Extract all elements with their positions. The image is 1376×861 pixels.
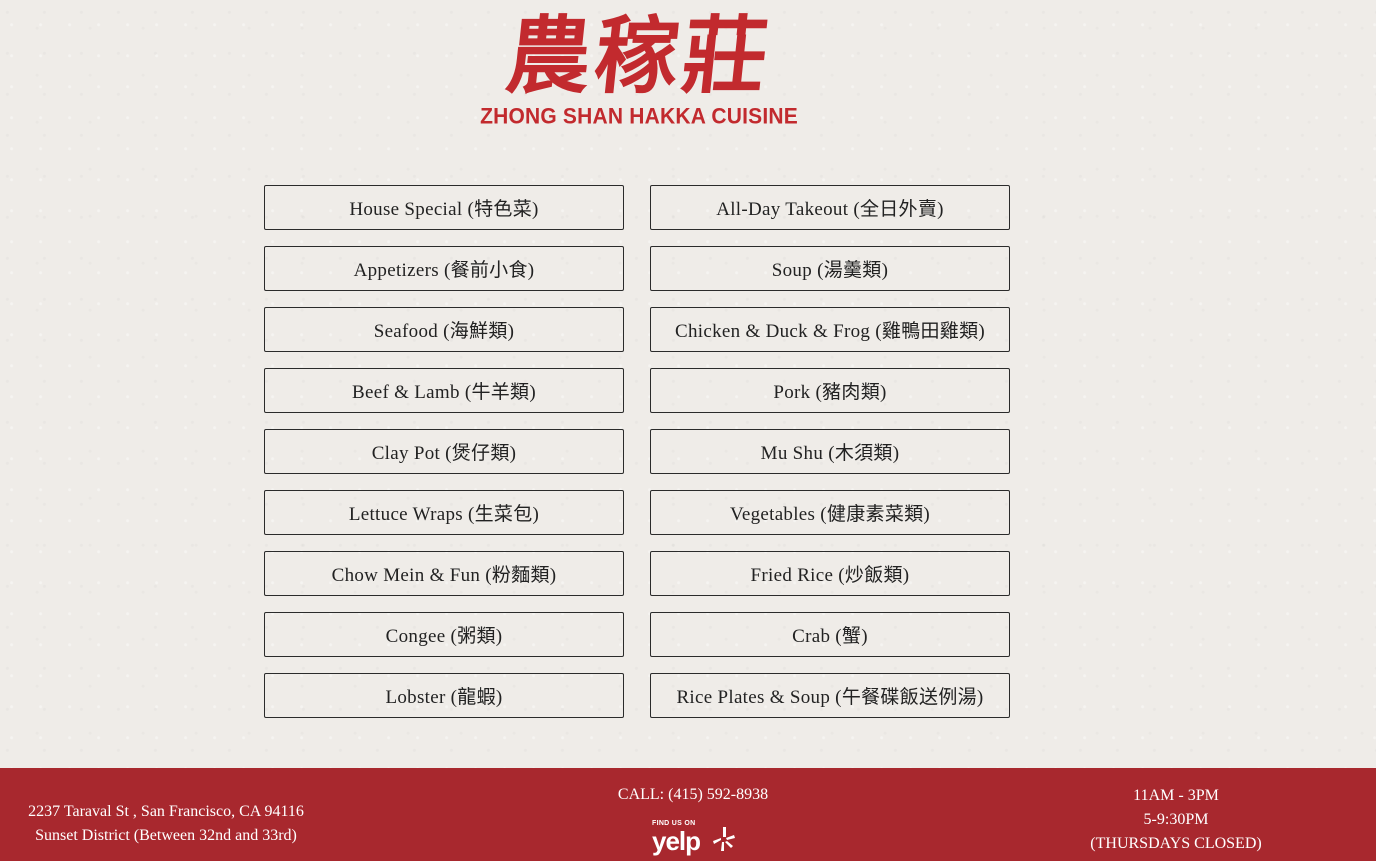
menu-beef-lamb-button[interactable]: Beef & Lamb (牛羊類) bbox=[264, 368, 624, 413]
hours-dinner: 5-9:30PM bbox=[1143, 811, 1209, 828]
menu-house-special-button[interactable]: House Special (特色菜) bbox=[264, 185, 624, 230]
site-footer: 2237 Taraval St , San Francisco, CA 9411… bbox=[0, 768, 1376, 861]
menu-category-grid: House Special (特色菜) All-Day Takeout (全日外… bbox=[264, 185, 1010, 718]
logo-english-name: ZHONG SHAN HAKKA CUISINE bbox=[480, 104, 798, 129]
footer-hours: 11AM - 3PM 5-9:30PM (THURSDAYS CLOSED) bbox=[1076, 784, 1276, 856]
menu-seafood-button[interactable]: Seafood (海鮮類) bbox=[264, 307, 624, 352]
hours-closed-note: (THURSDAYS CLOSED) bbox=[1090, 835, 1262, 852]
menu-mu-shu-button[interactable]: Mu Shu (木須類) bbox=[650, 429, 1010, 474]
menu-clay-pot-button[interactable]: Clay Pot (煲仔類) bbox=[264, 429, 624, 474]
logo-chinese-name: 農稼莊 bbox=[501, 6, 777, 105]
address-district: Sunset District (Between 32nd and 33rd) bbox=[35, 827, 297, 844]
address-street: 2237 Taraval St , San Francisco, CA 9411… bbox=[28, 803, 304, 820]
menu-lettuce-wraps-button[interactable]: Lettuce Wraps (生菜包) bbox=[264, 490, 624, 535]
yelp-burst-icon bbox=[713, 827, 735, 851]
menu-vegetables-button[interactable]: Vegetables (健康素菜類) bbox=[650, 490, 1010, 535]
menu-rice-plates-soup-button[interactable]: Rice Plates & Soup (午餐碟飯送例湯) bbox=[650, 673, 1010, 718]
menu-fried-rice-button[interactable]: Fried Rice (炒飯類) bbox=[650, 551, 1010, 596]
menu-lobster-button[interactable]: Lobster (龍蝦) bbox=[264, 673, 624, 718]
hours-lunch: 11AM - 3PM bbox=[1133, 787, 1219, 804]
menu-appetizers-button[interactable]: Appetizers (餐前小食) bbox=[264, 246, 624, 291]
menu-crab-button[interactable]: Crab (蟹) bbox=[650, 612, 1010, 657]
yelp-wordmark: yelp bbox=[652, 826, 701, 856]
menu-chow-mein-fun-button[interactable]: Chow Mein & Fun (粉麵類) bbox=[264, 551, 624, 596]
yelp-find-us-label: FIND US ON bbox=[652, 820, 696, 827]
menu-soup-button[interactable]: Soup (湯羹類) bbox=[650, 246, 1010, 291]
restaurant-logo[interactable]: 農稼莊 ZHONG SHAN HAKKA CUISINE bbox=[466, 6, 812, 136]
menu-congee-button[interactable]: Congee (粥類) bbox=[264, 612, 624, 657]
menu-all-day-takeout-button[interactable]: All-Day Takeout (全日外賣) bbox=[650, 185, 1010, 230]
yelp-link[interactable]: FIND US ON yelp bbox=[652, 820, 740, 860]
menu-pork-button[interactable]: Pork (豬肉類) bbox=[650, 368, 1010, 413]
footer-address: 2237 Taraval St , San Francisco, CA 9411… bbox=[16, 800, 316, 848]
menu-chicken-duck-frog-button[interactable]: Chicken & Duck & Frog (雞鴨田雞類) bbox=[650, 307, 1010, 352]
footer-phone-link[interactable]: CALL: (415) 592-8938 bbox=[617, 786, 769, 803]
